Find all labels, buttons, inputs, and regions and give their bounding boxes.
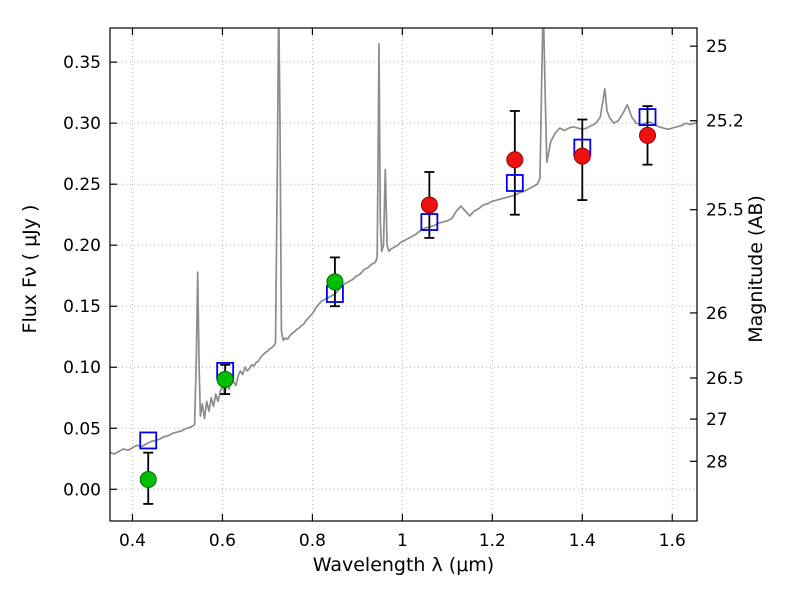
marker-circle xyxy=(573,147,591,165)
y-tick-label-magnitude: 25.2 xyxy=(706,112,744,132)
y-tick-label-flux: 0.15 xyxy=(63,297,101,317)
y-tick-label-flux: 0.05 xyxy=(63,419,101,439)
plot-area xyxy=(110,28,697,521)
y-tick-label-magnitude: 25 xyxy=(706,37,728,57)
marker-circle xyxy=(326,273,344,291)
tick-labels: 0.4 0.6 0.8 1 1.2 1.4 1.6 0.00 0.05 0.10 0.15 0.20 0… xyxy=(63,37,744,551)
x-tick-label: 1.2 xyxy=(479,531,506,551)
y-tick-label-magnitude: 26.5 xyxy=(706,369,744,389)
marker-circle xyxy=(216,370,234,388)
observed-infrared-points xyxy=(420,126,657,214)
marker-square xyxy=(420,213,439,231)
y-tick-label-magnitude: 26 xyxy=(706,304,728,324)
spectrum-group xyxy=(110,28,697,455)
marker-square xyxy=(505,174,524,192)
y-axis-label-flux: Flux Fν ( μJy ) xyxy=(19,204,41,334)
observed-optical-points xyxy=(139,273,344,489)
x-tick-label: 1.6 xyxy=(659,531,686,551)
y-axis-label-magnitude: Magnitude (AB) xyxy=(745,195,767,343)
y-tick-label-flux: 0.10 xyxy=(63,358,101,378)
y-tick-label-flux: 0.35 xyxy=(63,53,101,73)
y-tick-label-flux: 0.20 xyxy=(63,236,101,256)
y-tick-label-flux: 0.00 xyxy=(63,480,101,500)
y-tick-label-magnitude: 28 xyxy=(706,452,728,472)
marker-circle xyxy=(420,196,438,214)
x-tick-label: 0.8 xyxy=(299,531,326,551)
marker-circle xyxy=(139,471,157,489)
spectrum-line xyxy=(110,28,697,455)
y-tick-label-flux: 0.25 xyxy=(63,175,101,195)
tick-marks xyxy=(110,28,697,521)
marker-square xyxy=(638,108,657,126)
x-tick-label: 0.6 xyxy=(209,531,236,551)
x-tick-label: 1.4 xyxy=(569,531,596,551)
x-axis-label: Wavelength λ (μm) xyxy=(312,554,495,576)
x-tick-label: 0.4 xyxy=(119,531,146,551)
model-photometry-squares xyxy=(139,108,657,450)
marker-circle xyxy=(506,151,524,169)
marker-square xyxy=(139,431,158,450)
y-tick-label-flux: 0.30 xyxy=(63,114,101,134)
marker-circle xyxy=(639,126,657,144)
y-tick-label-magnitude: 25.5 xyxy=(706,201,744,221)
axes-frame xyxy=(109,27,698,522)
x-tick-label: 1 xyxy=(397,531,408,551)
y-tick-label-magnitude: 27 xyxy=(706,410,728,430)
